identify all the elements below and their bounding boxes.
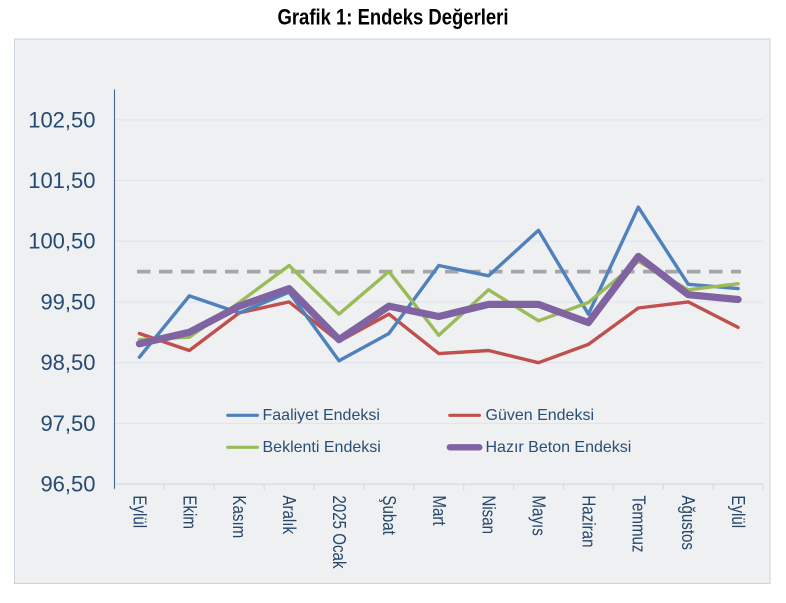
svg-text:Aralık: Aralık [279,495,299,534]
svg-text:Grafik 1: Endeks Değerleri: Grafik 1: Endeks Değerleri [278,5,509,30]
svg-text:101,50: 101,50 [28,168,95,193]
svg-text:Güven Endeksi: Güven Endeksi [486,407,595,424]
svg-text:Haziran: Haziran [578,495,598,547]
svg-text:102,50: 102,50 [28,107,95,132]
svg-text:Eylül: Eylül [728,495,748,528]
svg-text:Mayıs: Mayıs [529,495,549,535]
svg-text:99,50: 99,50 [40,289,95,314]
svg-text:Mart: Mart [429,495,449,525]
svg-text:Faaliyet Endeksi: Faaliyet Endeksi [263,407,380,424]
svg-text:96,50: 96,50 [40,472,95,497]
svg-text:98,50: 98,50 [40,350,95,375]
svg-text:Beklenti Endeksi: Beklenti Endeksi [263,439,381,456]
svg-text:Ekim: Ekim [179,495,199,529]
svg-text:Temmuz: Temmuz [628,495,648,552]
svg-text:Kasım: Kasım [229,495,249,538]
svg-text:Ağustos: Ağustos [678,495,698,550]
svg-text:100,50: 100,50 [28,229,95,254]
svg-text:Hazır Beton Endeksi: Hazır Beton Endeksi [486,439,632,456]
svg-text:Şubat: Şubat [379,495,399,535]
svg-text:Eylül: Eylül [129,495,149,528]
svg-text:2025 Ocak: 2025 Ocak [329,495,349,569]
svg-text:97,50: 97,50 [40,411,95,436]
svg-text:Nisan: Nisan [479,495,499,534]
